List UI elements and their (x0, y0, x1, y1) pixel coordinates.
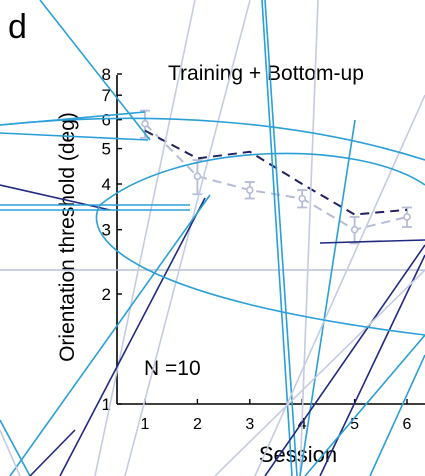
y-tick-label: 2 (102, 285, 111, 304)
x-tick-label: 6 (403, 416, 412, 433)
y-tick-label: 6 (102, 111, 111, 130)
x-tick-label: 1 (141, 416, 150, 433)
y-tick-label: 5 (102, 140, 111, 159)
x-tick-label: 5 (350, 416, 359, 433)
data-point (298, 194, 307, 203)
series-line-1 (144, 122, 408, 231)
y-axis-label: Orientation threshold (deg) (56, 112, 79, 362)
x-tick-label: 2 (193, 416, 202, 433)
data-point (246, 186, 254, 194)
panel-label: d (8, 8, 27, 46)
data-point (350, 225, 359, 234)
sample-size-annotation: N =10 (144, 357, 201, 380)
y-tick-label: 7 (102, 86, 111, 105)
data-point (193, 172, 202, 181)
y-tick-label: 1 (102, 395, 111, 414)
data-point (403, 213, 411, 221)
data-point (141, 119, 149, 128)
y-tick-label: 4 (102, 175, 111, 194)
x-tick-label: 3 (245, 416, 254, 433)
y-tick-label: 8 (102, 65, 111, 84)
y-tick-label: 3 (102, 221, 111, 240)
